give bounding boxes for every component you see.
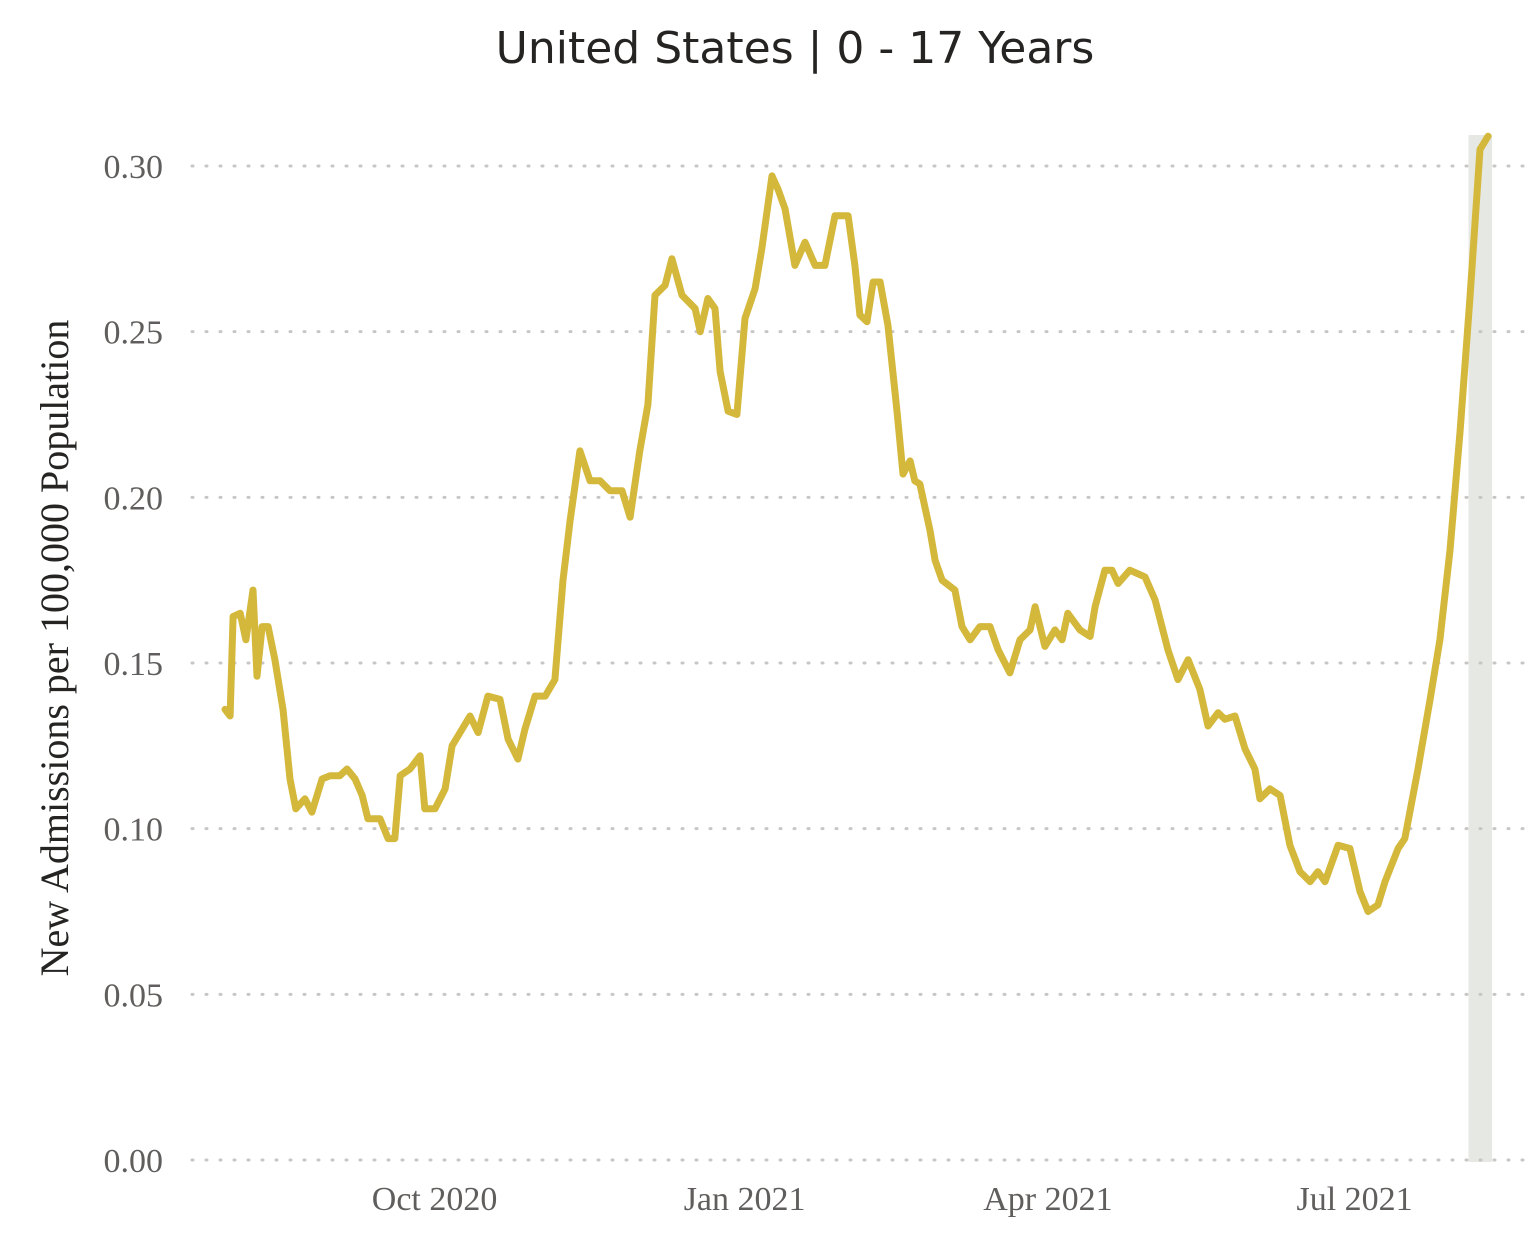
x-tick-label: Jan 2021 xyxy=(684,1181,806,1218)
y-tick-label: 0.20 xyxy=(104,480,164,517)
y-tick-label: 0.00 xyxy=(104,1143,164,1180)
x-axis-ticks: Oct 2020 Jan 2021 Apr 2021 Jul 2021 xyxy=(372,1181,1413,1218)
y-tick-label: 0.15 xyxy=(104,646,164,683)
x-tick-label: Oct 2020 xyxy=(372,1181,498,1218)
y-axis-label: New Admissions per 100,000 Population xyxy=(32,320,77,977)
highlight-band xyxy=(1468,135,1493,1162)
series-line-0-17-years xyxy=(221,132,1492,915)
y-tick-label: 0.30 xyxy=(104,149,164,186)
y-tick-label: 0.25 xyxy=(104,315,164,352)
y-tick-label: 0.05 xyxy=(104,977,164,1014)
x-tick-label: Jul 2021 xyxy=(1296,1181,1412,1218)
x-tick-label: Apr 2021 xyxy=(983,1181,1112,1218)
y-axis-ticks: 0.00 0.05 0.10 0.15 0.20 0.25 0.30 xyxy=(104,149,164,1180)
y-tick-label: 0.10 xyxy=(104,812,164,849)
chart-title: United States | 0 - 17 Years xyxy=(496,23,1095,74)
